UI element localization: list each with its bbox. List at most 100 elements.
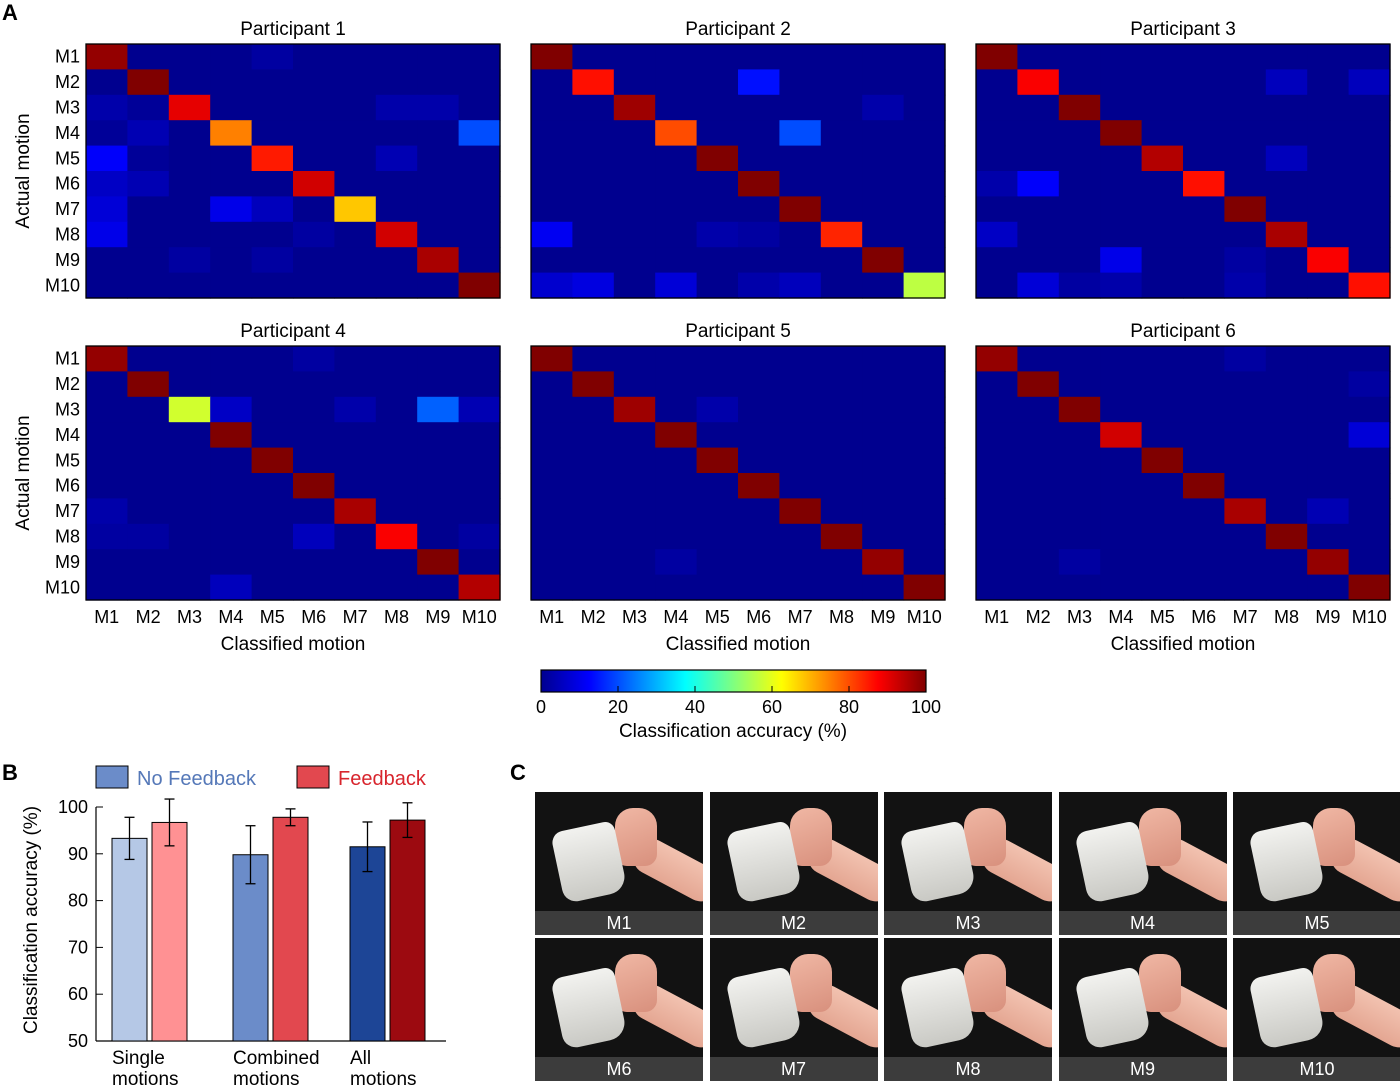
heatmap-participant-2: Participant 2 bbox=[530, 19, 946, 299]
bar-no-feedback bbox=[111, 837, 148, 1042]
heatmap-cell bbox=[1100, 196, 1143, 223]
heatmap-cell bbox=[127, 523, 170, 550]
heatmap-cell bbox=[334, 221, 377, 248]
heatmap-cell bbox=[696, 247, 739, 274]
heatmap-cell bbox=[417, 247, 460, 274]
heatmap-cell bbox=[168, 171, 211, 197]
heatmap-cell bbox=[168, 247, 211, 274]
heatmap-cell bbox=[86, 498, 128, 525]
heatmap-cell bbox=[696, 272, 739, 299]
heatmap-cell bbox=[655, 549, 698, 576]
heatmap-cell bbox=[127, 221, 170, 248]
heatmap-y-tick: M10 bbox=[45, 275, 80, 295]
heatmap-x-tick: M1 bbox=[984, 607, 1009, 627]
heatmap-x-tick: M3 bbox=[622, 607, 647, 627]
heatmap-x-tick: M1 bbox=[94, 607, 119, 627]
heatmap-y-tick: M4 bbox=[55, 425, 80, 445]
heatmap-cell bbox=[86, 346, 128, 372]
heatmap-cell bbox=[655, 247, 698, 274]
heatmap-cell bbox=[613, 498, 656, 525]
bar-category-label: Single bbox=[112, 1048, 165, 1069]
photo-caption: M3 bbox=[884, 911, 1052, 935]
heatmap-cell bbox=[1141, 473, 1184, 499]
heatmap-cell bbox=[293, 145, 335, 172]
heatmap-cell bbox=[655, 145, 698, 172]
heatmap-cell bbox=[168, 396, 211, 423]
heatmap-cell bbox=[1265, 549, 1308, 576]
heatmap-y-tick: M6 bbox=[55, 174, 80, 194]
heatmap-cell bbox=[417, 171, 460, 197]
heatmap-cell bbox=[1307, 371, 1350, 398]
heatmap-cell bbox=[417, 346, 460, 372]
heatmap-cell bbox=[903, 574, 946, 601]
heatmap-cell bbox=[1100, 247, 1143, 274]
heatmap-participant-1: Participant 1 M1 M2 M3 M4 M5 M6 M7 M8 M9 M10 Actual… bbox=[13, 19, 501, 299]
heatmap-cell bbox=[655, 473, 698, 499]
heatmap-cell bbox=[1348, 247, 1391, 274]
heatmap-frame bbox=[975, 43, 1391, 299]
heatmap-cell bbox=[696, 196, 739, 223]
heatmap-title: Participant 4 bbox=[240, 321, 346, 342]
heatmap-cell bbox=[1265, 94, 1308, 121]
heatmap-cell bbox=[531, 247, 573, 274]
heatmap-cell bbox=[375, 346, 418, 372]
heatmap-cell bbox=[1058, 523, 1101, 550]
heatmap-cell bbox=[779, 371, 822, 398]
heatmap-cell bbox=[86, 523, 128, 550]
heatmap-cell bbox=[613, 574, 656, 601]
heatmap-cell bbox=[210, 396, 253, 423]
heatmap-cell bbox=[1224, 44, 1267, 70]
heatmap-cell bbox=[86, 371, 128, 398]
bar-y-tick-label: 80 bbox=[68, 891, 88, 911]
motion-photo-m2: M2 bbox=[709, 792, 878, 935]
heatmap-cell bbox=[1224, 473, 1267, 499]
heatmap-cell bbox=[1100, 94, 1143, 121]
heatmap-cell bbox=[1058, 447, 1101, 474]
colorbar-tick-label: 100 bbox=[911, 697, 941, 717]
heatmap-cell bbox=[375, 44, 418, 70]
heatmap-cell bbox=[1183, 498, 1225, 525]
heatmap-x-tick: M4 bbox=[218, 607, 243, 627]
heatmap-cell bbox=[458, 371, 501, 398]
heatmap-x-tick: M3 bbox=[177, 607, 202, 627]
heatmap-cell bbox=[251, 523, 294, 550]
heatmap-cell bbox=[293, 422, 335, 449]
heatmap-cell bbox=[127, 473, 170, 499]
heatmap-cell bbox=[1348, 221, 1391, 248]
heatmap-cell bbox=[334, 171, 377, 197]
legend-swatch-feedback bbox=[296, 765, 330, 789]
heatmap-cell bbox=[738, 120, 780, 147]
heatmap-x-tick: M7 bbox=[788, 607, 813, 627]
heatmap-cell bbox=[334, 549, 377, 576]
heatmap-cell bbox=[168, 473, 211, 499]
heatmap-cell bbox=[334, 145, 377, 172]
heatmap-frame bbox=[530, 345, 946, 601]
bar-y-tick-label: 90 bbox=[68, 844, 88, 864]
motion-photo-m10: M10 bbox=[1233, 938, 1400, 1081]
heatmap-cell bbox=[1348, 396, 1391, 423]
heatmap-cell bbox=[1348, 44, 1391, 70]
heatmap-cell bbox=[1058, 44, 1101, 70]
heatmap-cell bbox=[1265, 422, 1308, 449]
heatmap-cell bbox=[976, 549, 1018, 576]
heatmap-cell bbox=[293, 196, 335, 223]
heatmap-x-tick: M9 bbox=[1315, 607, 1340, 627]
heatmap-cell bbox=[531, 221, 573, 248]
heatmap-cell bbox=[738, 145, 780, 172]
heatmap-cell bbox=[976, 447, 1018, 474]
heatmap-cell bbox=[1058, 498, 1101, 525]
heatmap-cell bbox=[86, 94, 128, 121]
heatmap-cell bbox=[572, 498, 615, 525]
robotic-hand bbox=[1073, 820, 1152, 904]
heatmap-cell bbox=[655, 371, 698, 398]
heatmap-cell bbox=[1058, 396, 1101, 423]
heatmap-cell bbox=[251, 145, 294, 172]
heatmap-cell bbox=[976, 120, 1018, 147]
heatmap-cell bbox=[1348, 69, 1391, 96]
heatmap-x-tick: M4 bbox=[1108, 607, 1133, 627]
heatmap-x-tick: M2 bbox=[581, 607, 606, 627]
heatmap-cell bbox=[1183, 422, 1225, 449]
heatmap-x-tick: M5 bbox=[1150, 607, 1175, 627]
heatmap-cell bbox=[458, 396, 501, 423]
heatmap-cell bbox=[613, 145, 656, 172]
